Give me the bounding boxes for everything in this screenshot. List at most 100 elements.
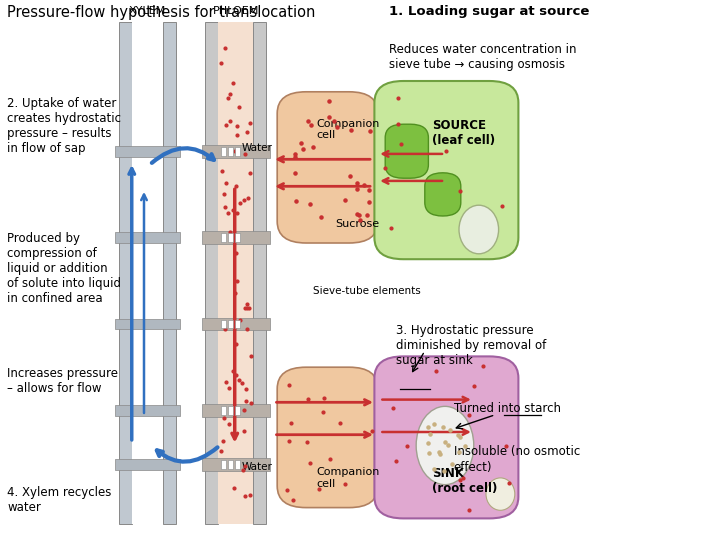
Point (285, 418, 297, 427)
FancyBboxPatch shape (277, 92, 378, 243)
Point (223, 420, 235, 429)
FancyBboxPatch shape (277, 367, 378, 508)
Point (324, 455, 336, 463)
Point (379, 164, 391, 173)
Point (236, 379, 248, 387)
Point (464, 410, 475, 419)
Point (392, 94, 404, 103)
Point (228, 367, 239, 376)
Bar (235, 320, 240, 328)
Text: Pressure-flow hypothesis for translocation: Pressure-flow hypothesis for translocati… (7, 5, 315, 21)
Bar (202, 404, 270, 417)
Point (245, 351, 256, 360)
Point (240, 150, 251, 158)
Text: Increases pressure
– allows for flow: Increases pressure – allows for flow (7, 367, 118, 395)
FancyBboxPatch shape (425, 173, 461, 216)
Text: Turned into starch: Turned into starch (454, 402, 561, 415)
Point (305, 199, 316, 208)
Point (242, 194, 253, 202)
Point (223, 383, 235, 392)
Bar (115, 319, 180, 329)
Bar (235, 147, 240, 156)
Text: 3. Hydrostatic pressure
diminished by removal of
sugar at sink: 3. Hydrostatic pressure diminished by re… (396, 324, 546, 367)
Bar (132, 22, 163, 524)
Text: SOURCE
(leaf cell): SOURCE (leaf cell) (432, 119, 495, 147)
Point (238, 427, 250, 435)
Bar (228, 406, 233, 415)
Point (219, 44, 230, 53)
Text: 2. Uptake of water
creates hydrostatic
pressure – results
in flow of sap: 2. Uptake of water creates hydrostatic p… (7, 97, 121, 155)
Point (235, 199, 246, 207)
Point (297, 145, 308, 153)
FancyBboxPatch shape (374, 81, 518, 259)
Point (314, 485, 325, 494)
Point (240, 128, 252, 137)
Point (246, 399, 257, 407)
Point (302, 394, 313, 403)
Point (218, 414, 230, 422)
Point (435, 450, 446, 458)
Bar (221, 233, 226, 242)
Point (238, 406, 250, 414)
Point (241, 304, 253, 313)
Text: XYLEM: XYLEM (129, 6, 166, 16)
Point (439, 437, 451, 446)
Point (290, 197, 302, 206)
Point (215, 59, 227, 68)
Point (224, 117, 235, 125)
Point (433, 448, 444, 456)
Point (222, 94, 234, 103)
Point (428, 464, 440, 473)
Bar (221, 147, 226, 156)
Point (234, 315, 246, 324)
Point (237, 466, 248, 475)
Point (240, 397, 252, 406)
Point (323, 113, 335, 122)
Point (424, 430, 436, 438)
Point (323, 97, 335, 105)
Point (351, 179, 363, 188)
Point (353, 211, 364, 219)
Point (438, 467, 450, 475)
Bar (235, 460, 240, 469)
Bar (228, 233, 233, 242)
Point (339, 480, 351, 488)
Point (354, 215, 366, 224)
Point (363, 186, 374, 194)
Point (423, 449, 435, 457)
Point (401, 442, 413, 450)
Point (387, 404, 399, 413)
Point (437, 422, 449, 431)
Point (230, 182, 242, 191)
Point (243, 304, 255, 313)
Bar (228, 147, 233, 156)
Bar (228, 460, 233, 469)
Bar (221, 460, 226, 469)
Point (230, 147, 241, 156)
Point (240, 384, 252, 393)
Point (233, 103, 245, 111)
Point (442, 441, 454, 450)
Text: SINK
(root cell): SINK (root cell) (432, 467, 498, 495)
Point (364, 127, 376, 136)
Point (503, 479, 515, 488)
Point (452, 431, 464, 440)
Point (302, 117, 314, 125)
Point (244, 169, 256, 178)
Text: Produced by
compression of
liquid or addition
of solute into liquid
in confined : Produced by compression of liquid or add… (7, 232, 121, 305)
Point (458, 474, 469, 482)
Point (289, 153, 301, 161)
Point (339, 195, 351, 204)
Bar (235, 233, 240, 242)
Point (222, 208, 234, 217)
Point (345, 125, 356, 134)
Point (307, 143, 319, 151)
Bar (202, 231, 270, 244)
Point (344, 172, 356, 180)
Point (245, 119, 256, 127)
Text: Sieve-tube elements: Sieve-tube elements (313, 286, 421, 296)
Point (385, 224, 397, 233)
Point (224, 228, 235, 237)
Point (220, 179, 232, 187)
Bar (115, 459, 180, 470)
